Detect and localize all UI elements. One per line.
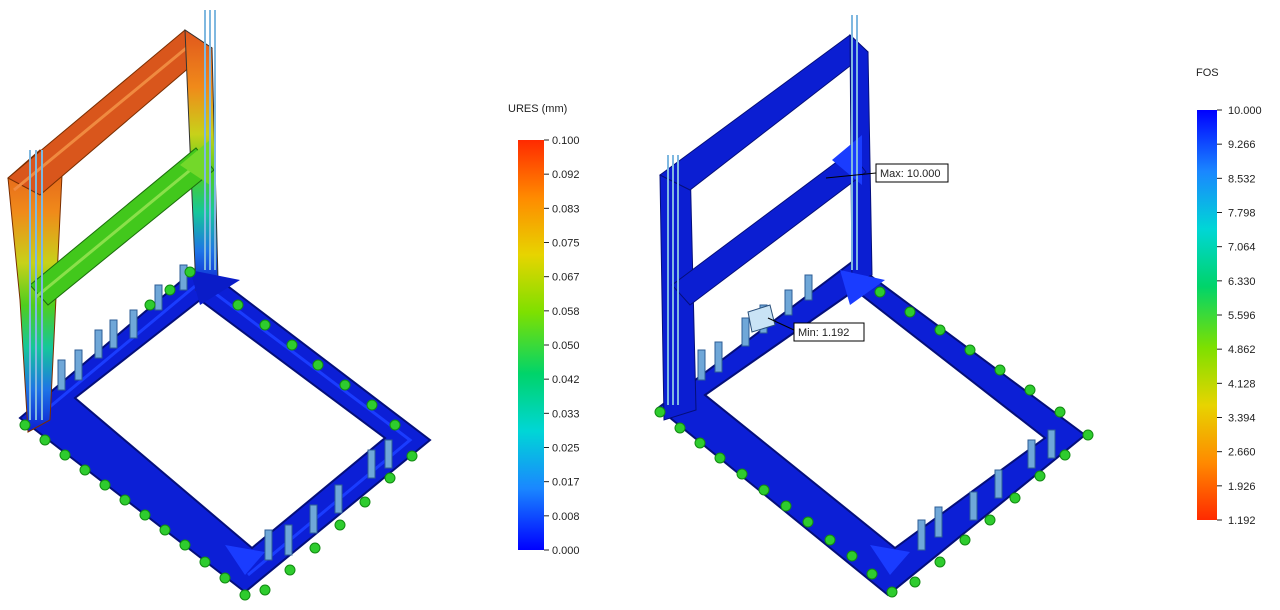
colorbar-tick-label: 2.660 [1228, 447, 1256, 459]
colorbar-tick-label: 1.926 [1228, 481, 1256, 493]
colorbar-tick-label: 4.128 [1228, 378, 1256, 390]
colorbar-tick-label: 10.000 [1228, 105, 1262, 117]
colorbar-tick-label: 0.025 [552, 443, 580, 455]
min-callout: Min: 1.192 [767, 317, 865, 342]
colorbar-tick-label: 0.000 [552, 545, 580, 557]
colorbar-tick-label: 9.266 [1228, 139, 1256, 151]
colorbar-tick-label: 5.596 [1228, 310, 1256, 322]
colorbar-tick-label: 4.862 [1228, 344, 1256, 356]
colorbar-tick-label: 0.100 [552, 135, 580, 147]
colorbar-tick-label: 7.064 [1228, 242, 1256, 254]
colorbar-tick-label: 0.067 [552, 272, 580, 284]
colorbar-tick-label: 0.017 [552, 477, 580, 489]
colorbar-tick-label: 6.330 [1228, 276, 1256, 288]
colorbar-tick-label: 8.532 [1228, 173, 1256, 185]
colorbar-tick-label: 3.394 [1228, 413, 1256, 425]
colorbar-tick-label: 0.092 [552, 169, 580, 181]
colorbar-tick-label: 0.042 [552, 374, 580, 386]
fos-model [654, 15, 1094, 598]
displacement-colorbar: URES (mm) 0.100 0.092 0.083 0.075 0.067 0.058… [508, 103, 580, 557]
colorbar-tick-label: 0.033 [552, 408, 580, 420]
colorbar-ticks: 0.100 0.092 0.083 0.075 0.067 0.058 0.050 0.042… [544, 135, 580, 557]
min-location-marker [747, 304, 776, 333]
colorbar-tick-label: 0.050 [552, 340, 580, 352]
colorbar-tick-label: 7.798 [1228, 208, 1256, 220]
displacement-model [7, 10, 432, 601]
colorbar-ticks: 10.000 9.266 8.532 7.798 7.064 6.330 5.596 4.86… [1217, 105, 1262, 527]
legend-title: URES (mm) [508, 103, 567, 115]
colorbar-tick-label: 0.083 [552, 203, 580, 215]
colorbar-gradient [1197, 110, 1217, 520]
colorbar-tick-label: 0.008 [552, 511, 580, 523]
colorbar-tick-label: 1.192 [1228, 515, 1256, 527]
colorbar-gradient [518, 140, 544, 550]
max-callout-label: Max: 10.000 [880, 168, 941, 180]
colorbar-tick-label: 0.058 [552, 306, 580, 318]
max-callout: Max: 10.000 [825, 163, 949, 183]
min-callout-label: Min: 1.192 [798, 327, 849, 339]
fos-colorbar: FOS 10.000 9.266 8.532 7.798 7.064 6.330 5.596… [1196, 67, 1262, 527]
legend-title: FOS [1196, 67, 1219, 79]
colorbar-tick-label: 0.075 [552, 238, 580, 250]
